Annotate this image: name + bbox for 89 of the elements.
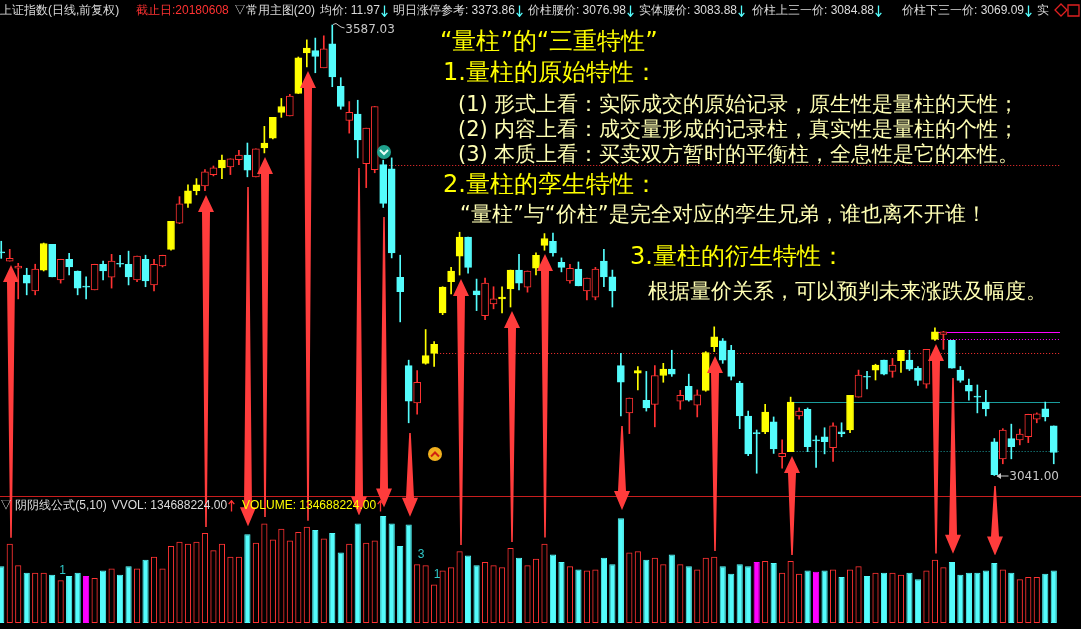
bar — [685, 566, 692, 623]
bar — [770, 563, 777, 623]
bar — [0, 566, 5, 623]
annotation: 1.量柱的原始特性： — [443, 58, 658, 87]
bar — [863, 575, 871, 623]
candlestick — [863, 371, 871, 390]
bar — [380, 516, 387, 623]
bar — [354, 523, 361, 623]
bar — [473, 565, 480, 623]
text: 价柱腰价: 3076.98 — [527, 3, 626, 18]
candlestick — [812, 435, 820, 468]
bar — [736, 564, 743, 623]
bar — [100, 570, 107, 623]
bar — [719, 566, 726, 623]
bar — [948, 562, 955, 623]
annotation: 3 — [417, 547, 425, 562]
annotation: 根据量价关系，可以预判未来涨跌及幅度。 — [648, 279, 1047, 305]
bar — [66, 575, 73, 623]
bar — [821, 570, 828, 623]
bar — [914, 579, 922, 623]
bar — [804, 570, 811, 623]
bar — [116, 574, 124, 623]
text: 明日涨停参考: 3373.86 — [392, 3, 515, 18]
bar — [965, 572, 972, 623]
bar — [558, 562, 565, 623]
candlestick — [302, 39, 311, 68]
bar — [515, 557, 523, 623]
annotation: “量柱”的“三重特性” — [440, 27, 658, 56]
candlestick — [311, 37, 320, 74]
bar — [464, 555, 472, 623]
bar — [728, 573, 735, 623]
candlestick — [116, 254, 124, 268]
candlestick — [14, 262, 23, 300]
bar — [974, 572, 981, 623]
bar — [838, 576, 845, 623]
bar — [753, 562, 760, 623]
bar — [643, 559, 650, 623]
bar — [991, 563, 998, 623]
bar — [74, 572, 81, 623]
annotation: 2.量柱的孪生特性： — [443, 170, 658, 199]
annotation: (1) 形式上看：实际成交的原始记录，原生性是量柱的天性； — [458, 92, 1020, 118]
annotation: “量柱”与“价柱”是完全对应的孪生兄弟，谁也离不开谁！ — [460, 202, 987, 228]
bar — [329, 533, 336, 623]
bar — [745, 566, 752, 623]
bar — [49, 574, 56, 623]
bar — [244, 534, 251, 623]
bar — [617, 518, 624, 623]
bar — [388, 523, 395, 623]
annotation: 1 — [433, 567, 441, 582]
bar — [23, 572, 30, 623]
bar — [312, 529, 319, 623]
bar — [142, 559, 149, 623]
annotation: 3041.00 — [1009, 468, 1059, 483]
bar — [125, 566, 132, 623]
bar — [405, 524, 412, 623]
text: 均价: 11.97 — [320, 3, 380, 18]
bar — [1008, 572, 1015, 623]
candlestick — [396, 254, 405, 323]
bar — [812, 571, 820, 623]
candlestick — [634, 366, 642, 391]
candlestick — [778, 439, 786, 469]
bar — [668, 554, 675, 623]
annotation: 1 — [59, 563, 66, 578]
bar — [957, 574, 964, 623]
text: 实 — [1037, 3, 1050, 18]
bar — [609, 564, 616, 623]
candlestick — [82, 276, 90, 300]
annotation: (3) 本质上看：买卖双方暂时的平衡柱，全息性是它的本性。 — [458, 142, 1020, 168]
text: 价柱上三一价: 3084.88 — [752, 3, 875, 18]
candlestick — [667, 349, 676, 377]
bar — [575, 569, 582, 623]
bar — [600, 557, 607, 623]
bar — [982, 570, 989, 623]
annotation: 3.量柱的衍生特性： — [630, 242, 845, 271]
chart-title: 上证指数(日线,前复权) — [0, 3, 120, 18]
bar — [337, 552, 344, 623]
text: 价柱下三一价: 3069.09 — [902, 3, 1025, 18]
bar — [1042, 573, 1049, 623]
bar — [880, 572, 888, 623]
bar — [397, 545, 404, 623]
bar — [549, 554, 557, 623]
annotation: (2) 内容上看：成交量形成的记录柱，真实性是量柱的个性； — [458, 117, 1020, 143]
bar — [906, 572, 913, 623]
bar — [1050, 570, 1057, 623]
text: ▽常用主图(20) — [233, 3, 316, 18]
annotation: 3587.03 — [345, 22, 395, 37]
text: 截止日:20180608 — [136, 3, 229, 18]
text: 实体腰价: 3083.88 — [638, 3, 738, 18]
bar — [83, 575, 90, 623]
